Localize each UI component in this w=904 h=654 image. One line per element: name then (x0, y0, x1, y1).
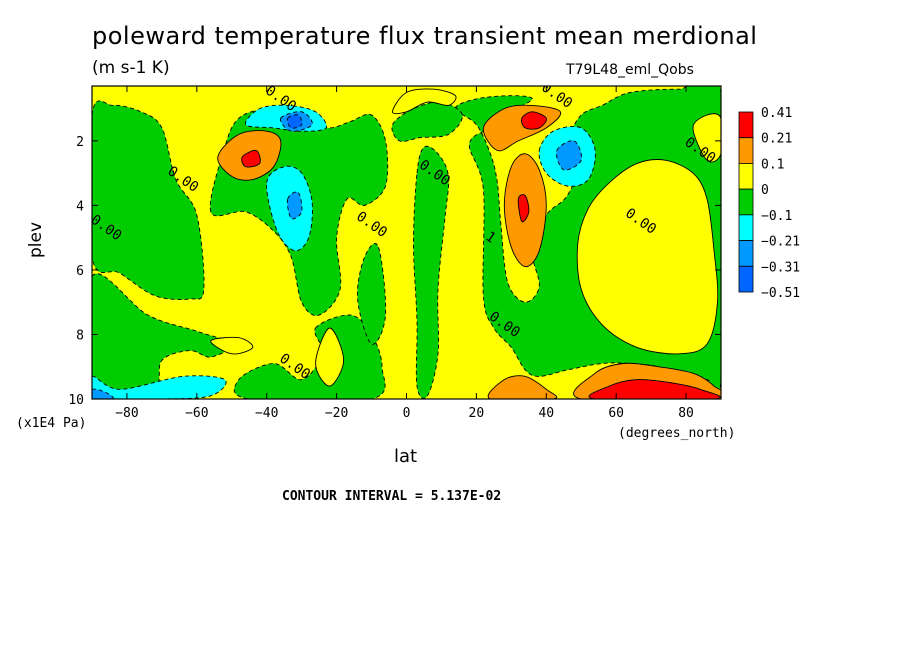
x-tick-label: 80 (678, 406, 694, 421)
y-axis-ticks: 2 4 6 8 10 (68, 135, 721, 408)
contour-regions (92, 86, 721, 399)
contour-region (521, 111, 547, 130)
contour-region (92, 388, 114, 399)
contour-region (588, 379, 721, 399)
contour-region (92, 100, 205, 300)
colorbar-swatch (738, 137, 754, 164)
x-tick-label: 20 (469, 406, 485, 421)
contour-region (555, 140, 583, 171)
contour-region (241, 149, 261, 168)
contour-region (487, 375, 558, 399)
colorbar-level: −0.31 (761, 260, 800, 275)
contour-region (286, 114, 303, 129)
colorbar-swatch (738, 111, 754, 139)
colorbar-swatch (738, 163, 754, 190)
x-tick-label: 0 (403, 406, 411, 421)
colorbar-swatch (738, 265, 754, 293)
experiment-label: T79L48_eml_Qobs (566, 62, 694, 78)
contour-region (392, 88, 457, 115)
x-tick-label: 40 (538, 406, 554, 421)
contour-region (413, 145, 450, 399)
y-tick-label: 8 (76, 328, 84, 343)
chart-units: (m s-1 K) (92, 58, 170, 78)
colorbar-level: 0.1 (761, 157, 784, 172)
contour-region (576, 159, 719, 355)
colorbar-swatch (738, 240, 754, 267)
x-tick-label: −40 (255, 406, 278, 421)
contour-region (315, 327, 345, 387)
y-axis-units: (x1E4 Pa) (16, 416, 87, 431)
y-tick-label: 6 (76, 264, 84, 279)
colorbar-level: −0.51 (761, 286, 800, 301)
contour-region (356, 243, 387, 345)
y-tick-label: 2 (76, 135, 84, 150)
x-axis-label: lat (394, 446, 418, 467)
colorbar-swatch (738, 188, 754, 216)
x-tick-label: 60 (608, 406, 624, 421)
colorbar-level: −0.21 (761, 235, 800, 250)
y-tick-label: 10 (68, 393, 84, 408)
x-axis-units: (degrees_north) (618, 426, 736, 441)
chart-title: poleward temperature flux transient mean… (92, 22, 758, 50)
x-tick-label: −20 (325, 406, 348, 421)
contour-region (692, 113, 721, 163)
colorbar-level: −0.1 (761, 209, 792, 224)
colorbar-swatch (738, 214, 754, 241)
contour-interval: CONTOUR INTERVAL = 5.137E-02 (282, 489, 502, 504)
x-tick-label: −60 (185, 406, 208, 421)
x-axis-ticks: −80 −60 −40 −20 0 20 40 60 80 (115, 86, 694, 421)
y-tick-label: 4 (76, 199, 84, 214)
contour-region (92, 375, 227, 399)
contour-region (517, 194, 530, 223)
contour-region (286, 191, 303, 220)
colorbar-legend: 0.41 0.21 0.1 0 −0.1 −0.21 −0.31 −0.51 (738, 106, 800, 301)
contour-region (92, 273, 233, 399)
colorbar-level: 0 (761, 183, 769, 198)
x-tick-label: −80 (115, 406, 138, 421)
contour-region (210, 336, 254, 355)
colorbar-level: 0.41 (761, 106, 792, 121)
contour-region (233, 314, 386, 399)
colorbar-level: 0.21 (761, 132, 792, 147)
